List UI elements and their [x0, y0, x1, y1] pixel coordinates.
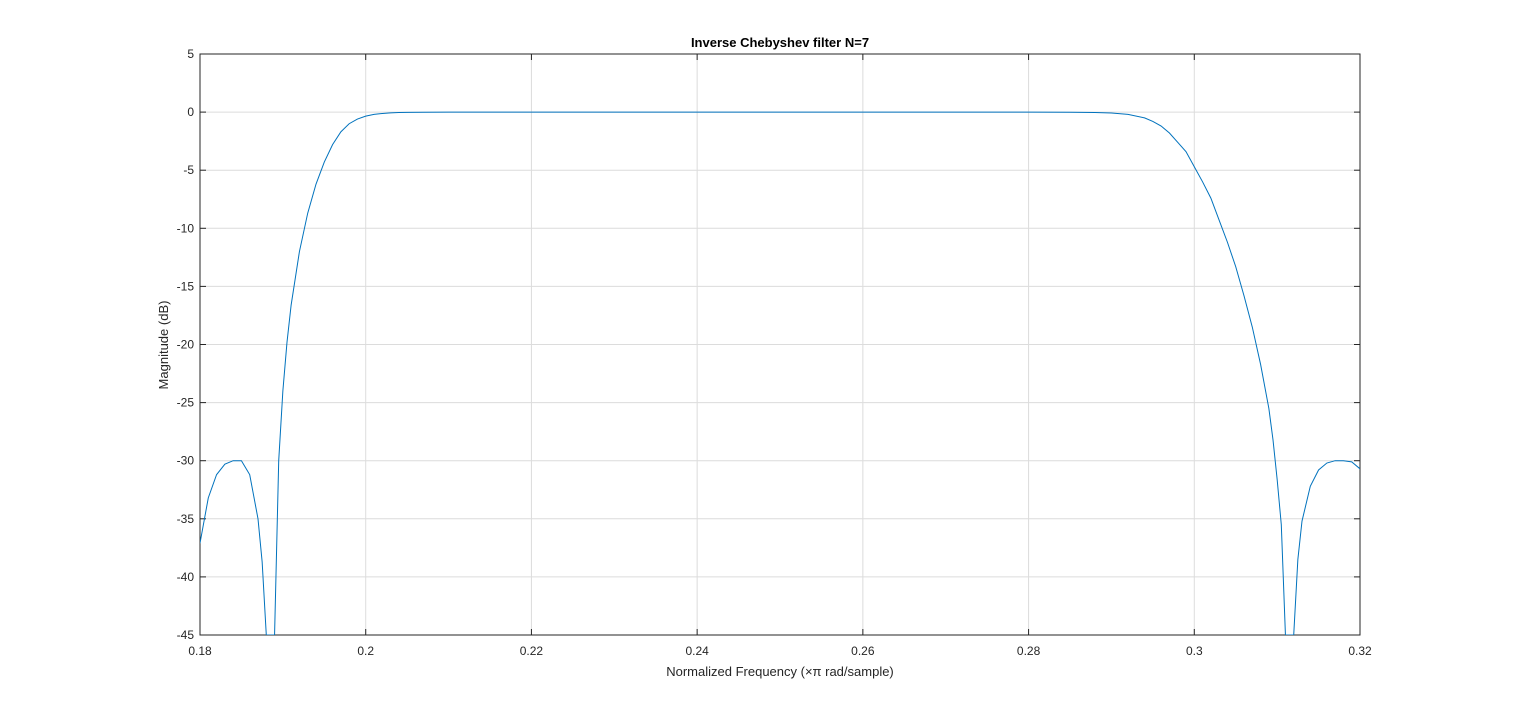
- x-axis-label: Normalized Frequency (×π rad/sample): [666, 664, 894, 679]
- x-tick-label: 0.24: [685, 644, 709, 658]
- grid-lines: [199, 53, 1361, 636]
- x-tick-label: 0.2: [357, 644, 374, 658]
- x-tick-labels: 0.18 0.2 0.22 0.24 0.26 0.28 0.3 0.32: [188, 644, 1372, 658]
- y-tick-label: -5: [183, 163, 194, 177]
- y-tick-label: 5: [187, 47, 194, 61]
- y-tick-label: -10: [177, 221, 195, 235]
- y-tick-label: -40: [177, 570, 195, 584]
- y-tick-label: -25: [177, 396, 195, 410]
- axis-ticks: [199, 53, 1361, 636]
- y-tick-label: -35: [177, 512, 195, 526]
- magnitude-response-line: [200, 111, 1360, 635]
- y-tick-label: -20: [177, 338, 195, 352]
- chart-title: Inverse Chebyshev filter N=7: [691, 35, 869, 50]
- y-tick-label: -15: [177, 279, 195, 293]
- x-tick-label: 0.28: [1017, 644, 1041, 658]
- y-tick-label: -45: [177, 628, 195, 642]
- x-tick-label: 0.3: [1186, 644, 1203, 658]
- y-tick-labels: 5 0 -5 -10 -15 -20 -25 -30 -35 -40 -45: [177, 47, 195, 642]
- y-tick-label: -30: [177, 454, 195, 468]
- x-tick-label: 0.26: [851, 644, 875, 658]
- y-axis-label: Magnitude (dB): [156, 301, 171, 390]
- y-tick-label: 0: [187, 105, 194, 119]
- x-tick-label: 0.22: [520, 644, 544, 658]
- x-tick-label: 0.18: [188, 644, 212, 658]
- x-tick-label: 0.32: [1348, 644, 1372, 658]
